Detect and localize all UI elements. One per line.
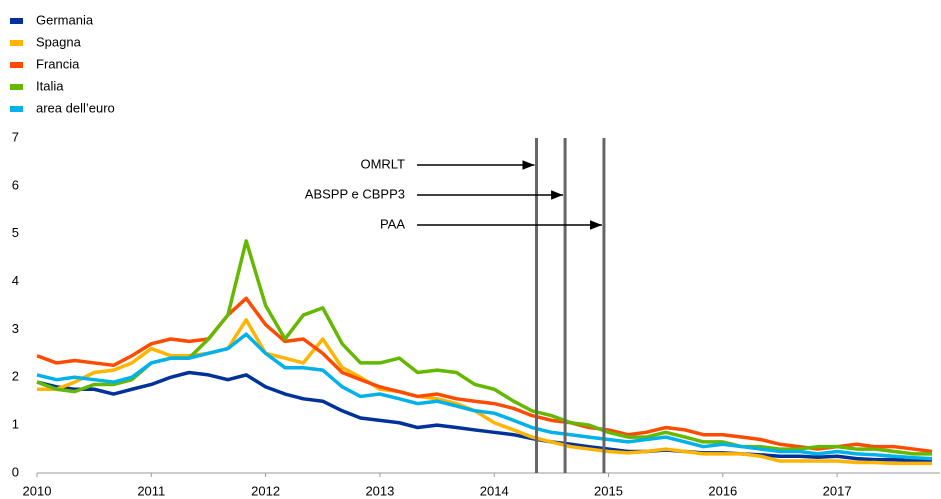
series-line (36, 296, 933, 454)
x-tick-label: 2012 (251, 483, 280, 498)
legend-swatch (10, 40, 23, 46)
x-tick-label: 2010 (23, 483, 52, 498)
y-tick-label: 4 (12, 273, 19, 288)
x-tick-label: 2011 (137, 483, 165, 498)
legend-swatch (10, 84, 23, 90)
x-tick-label: 2017 (823, 483, 852, 498)
series-line (36, 370, 932, 463)
series-line (37, 318, 932, 466)
legend-label: Germania (36, 12, 94, 27)
event-label: ABSPP e CBPP3 (305, 186, 405, 201)
series-line (36, 332, 933, 461)
x-tick-label: 2015 (594, 483, 623, 498)
legend-swatch (10, 62, 23, 68)
legend-swatch (10, 18, 23, 24)
legend-swatch (10, 106, 23, 112)
y-tick-label: 5 (12, 225, 19, 240)
y-tick-label: 2 (12, 369, 19, 384)
x-tick-label: 2014 (480, 483, 509, 498)
legend-label: Francia (36, 56, 80, 71)
legend-label: Spagna (36, 34, 82, 49)
legend-label: area dell’euro (36, 100, 115, 115)
event-label: OMRLT (360, 156, 405, 171)
y-tick-label: 7 (12, 129, 19, 144)
y-tick-label: 0 (12, 464, 19, 479)
series-line (36, 239, 932, 456)
x-tick-label: 2016 (708, 483, 737, 498)
y-tick-label: 3 (12, 321, 19, 336)
x-tick-label: 2013 (365, 483, 394, 498)
y-tick-label: 1 (12, 417, 19, 432)
legend-label: Italia (36, 78, 64, 93)
event-label: PAA (380, 216, 405, 231)
y-tick-label: 6 (12, 177, 19, 192)
